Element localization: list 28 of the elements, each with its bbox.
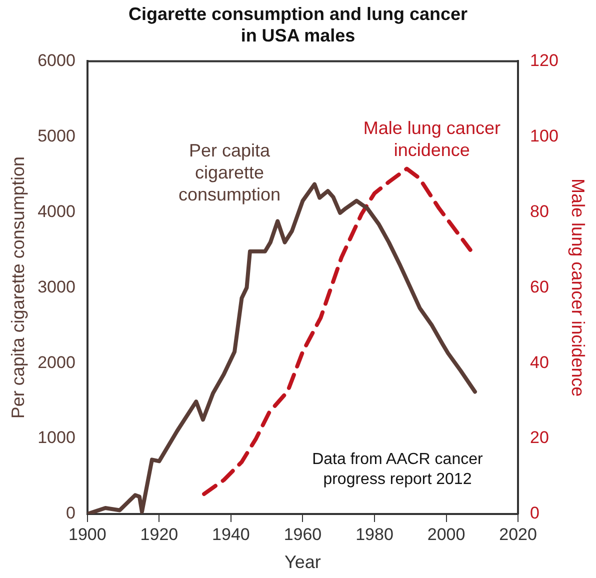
x-tick-label: 2020 <box>499 524 537 544</box>
y-tick-label: 2000 <box>38 352 76 372</box>
series-label: Per capita cigarette consumption <box>178 140 281 205</box>
y2-tick-label: 0 <box>530 504 540 523</box>
y2-tick-label: 20 <box>530 428 549 448</box>
y-tick-label: 0 <box>66 504 76 523</box>
x-tick-label: 1980 <box>356 524 394 544</box>
y2-axis-title: Male lung cancer incidence <box>568 178 588 397</box>
x-tick-label: 1940 <box>212 524 250 544</box>
y-tick-label: 6000 <box>38 50 76 70</box>
y-tick-label: 4000 <box>38 202 76 221</box>
x-axis-title: Year <box>284 552 321 572</box>
y2-tick-label: 80 <box>530 202 549 221</box>
chart-title: Cigarette consumption and lung cancer in USA males <box>128 4 468 46</box>
series-label: Male lung cancer incidence <box>363 118 500 160</box>
y-axis-title: Per capita cigarette consumption <box>8 156 28 419</box>
y2-tick-label: 120 <box>530 50 558 70</box>
x-tick-label: 1960 <box>284 524 322 544</box>
y-tick-label: 5000 <box>38 126 76 146</box>
x-tick-label: 1900 <box>68 524 106 544</box>
x-tick-label: 2000 <box>427 524 466 544</box>
annotation: Data from AACR cancer progress report 2012 <box>312 451 484 488</box>
y2-tick-label: 40 <box>530 352 549 372</box>
y-tick-label: 3000 <box>38 277 76 296</box>
y-tick-label: 1000 <box>38 428 76 448</box>
y2-tick-label: 100 <box>530 126 558 146</box>
y2-tick-label: 60 <box>530 277 549 296</box>
x-tick-label: 1920 <box>140 524 178 544</box>
